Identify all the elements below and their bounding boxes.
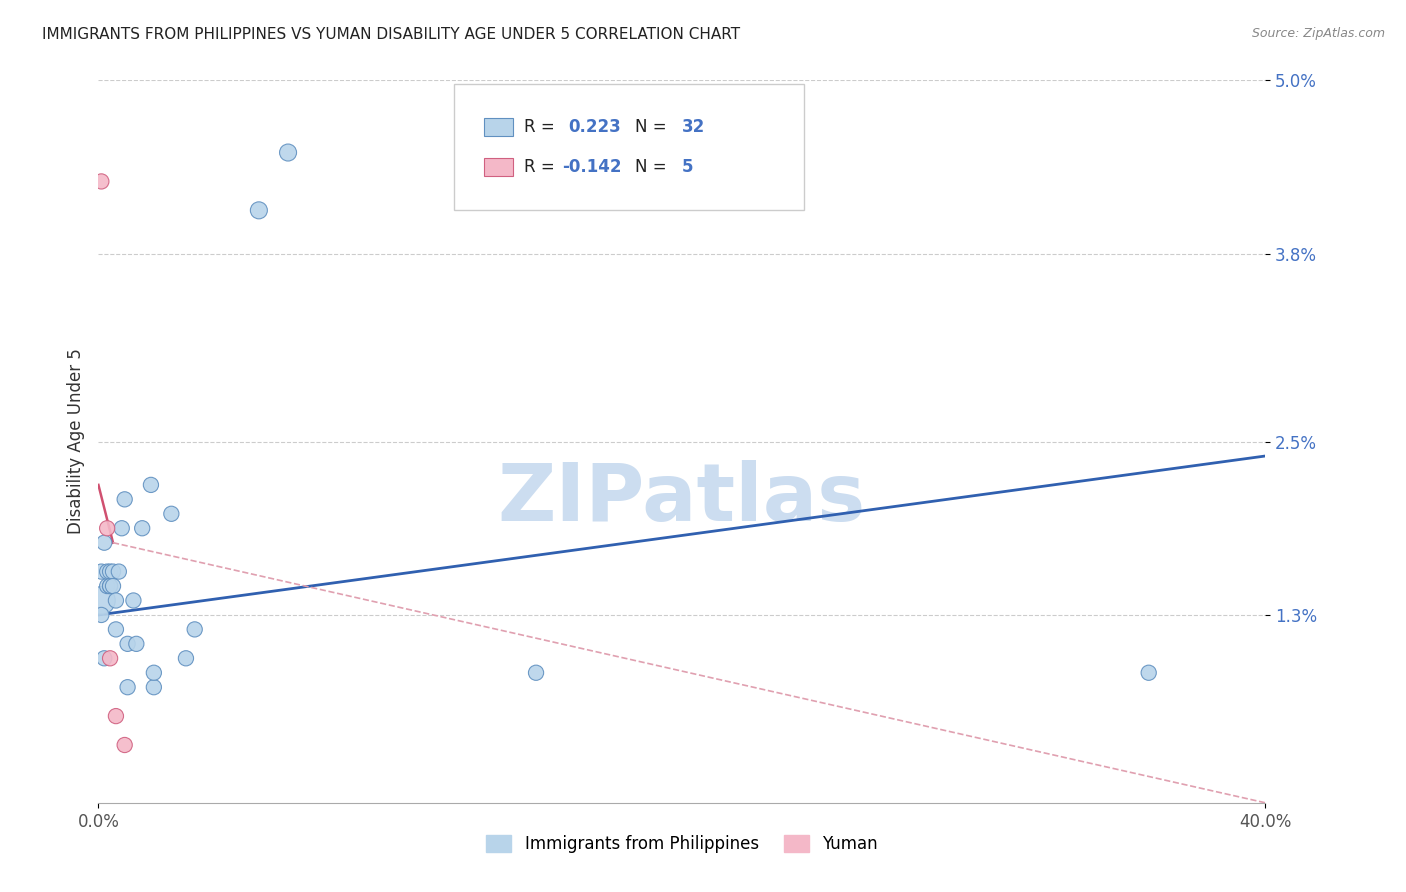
Text: -0.142: -0.142: [562, 158, 621, 176]
Point: [98, 565, 121, 579]
Point: [90, 593, 112, 607]
Point: [101, 565, 124, 579]
Text: IMMIGRANTS FROM PHILIPPINES VS YUMAN DISABILITY AGE UNDER 5 CORRELATION CHART: IMMIGRANTS FROM PHILIPPINES VS YUMAN DIS…: [42, 27, 741, 42]
Point: [90, 607, 112, 622]
Point: [96, 565, 118, 579]
Point: [277, 145, 299, 160]
Point: [108, 565, 131, 579]
Text: Source: ZipAtlas.com: Source: ZipAtlas.com: [1251, 27, 1385, 40]
Text: 32: 32: [682, 119, 706, 136]
Point: [247, 203, 270, 218]
Point: [98, 651, 121, 665]
Point: [139, 478, 162, 492]
FancyBboxPatch shape: [454, 84, 804, 211]
Text: 5: 5: [682, 158, 693, 176]
Point: [90, 565, 112, 579]
Point: [114, 738, 136, 752]
Point: [125, 637, 148, 651]
Bar: [484, 119, 513, 136]
Point: [101, 579, 124, 593]
Bar: [484, 158, 513, 176]
Point: [98, 579, 121, 593]
Point: [98, 579, 121, 593]
Point: [90, 174, 112, 188]
Point: [117, 637, 139, 651]
Point: [1137, 665, 1160, 680]
Point: [96, 579, 118, 593]
Text: N =: N =: [636, 119, 672, 136]
Point: [524, 665, 547, 680]
Point: [117, 680, 139, 694]
Point: [93, 651, 115, 665]
Point: [104, 709, 127, 723]
Point: [93, 535, 115, 549]
Point: [160, 507, 183, 521]
Point: [104, 593, 127, 607]
Point: [174, 651, 197, 665]
Text: ZIPatlas: ZIPatlas: [498, 460, 866, 539]
Point: [96, 521, 118, 535]
Y-axis label: Disability Age Under 5: Disability Age Under 5: [66, 349, 84, 534]
Text: N =: N =: [636, 158, 672, 176]
Text: 0.223: 0.223: [568, 119, 621, 136]
Text: R =: R =: [524, 119, 561, 136]
Point: [104, 623, 127, 637]
Point: [114, 492, 136, 507]
Point: [131, 521, 153, 535]
Point: [111, 521, 134, 535]
Point: [142, 680, 165, 694]
Point: [142, 665, 165, 680]
Text: R =: R =: [524, 158, 561, 176]
Point: [183, 623, 205, 637]
Point: [122, 593, 145, 607]
Legend: Immigrants from Philippines, Yuman: Immigrants from Philippines, Yuman: [479, 828, 884, 860]
